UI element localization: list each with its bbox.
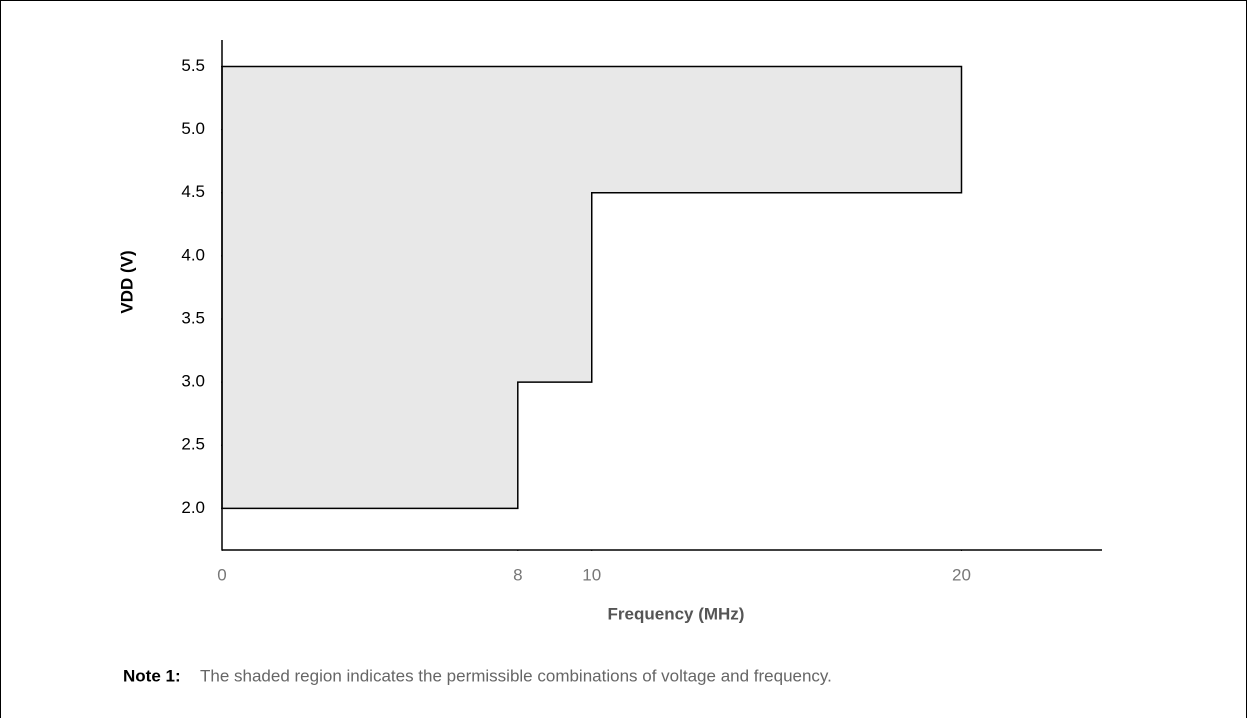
x-tick-label: 8 xyxy=(513,565,522,584)
y-tick-label: 5.0 xyxy=(181,119,205,138)
y-tick-label: 4.5 xyxy=(181,182,205,201)
note: The shaded region indicates the permissi… xyxy=(200,666,832,685)
x-tick-label: 20 xyxy=(952,565,971,584)
x-axis-label: Frequency (MHz) xyxy=(608,604,745,623)
note-label: Note 1: xyxy=(123,666,181,685)
x-tick-label: 0 xyxy=(217,565,226,584)
y-tick-label: 2.5 xyxy=(181,435,205,454)
y-tick-label: 2.0 xyxy=(181,498,205,517)
y-tick-label: 3.0 xyxy=(181,372,205,391)
y-tick-label: 3.5 xyxy=(181,308,205,327)
y-axis-label: VDD (V) xyxy=(117,250,136,313)
area xyxy=(221,65,963,510)
x-tick-label: 10 xyxy=(582,565,601,584)
y-tick-label: 5.5 xyxy=(181,56,205,75)
y-tick-label: 4.0 xyxy=(181,245,205,264)
